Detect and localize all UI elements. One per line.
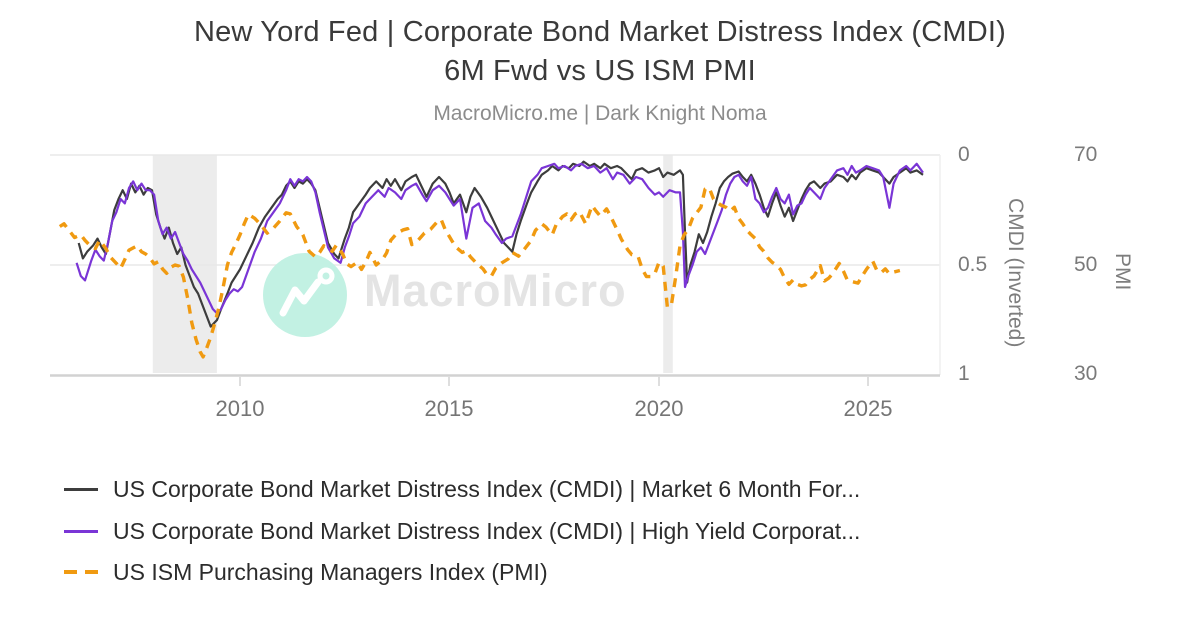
legend-swatch-ism-pmi	[64, 569, 98, 575]
page-title-line1: New Yord Fed | Corporate Bond Market Dis…	[193, 16, 1007, 48]
x-tick-2010: 2010	[215, 396, 265, 421]
watermark-text: MacroMicro	[364, 265, 627, 316]
logo-ring-icon	[317, 267, 335, 285]
pmi-tick-70: 70	[1074, 143, 1098, 166]
series-line-ism-pmi	[58, 186, 901, 359]
logo-zigzag-icon	[279, 278, 322, 317]
series-line-cmdi-high-yield	[75, 162, 924, 315]
cmdi-tick-1: 1	[958, 362, 970, 385]
cmdi-tick-0: 0	[958, 143, 970, 166]
x-axis-ticks	[239, 377, 869, 386]
legend-swatch-cmdi-high-yield	[64, 529, 98, 533]
legend-item-ism-pmi[interactable]: US ISM Purchasing Managers Index (PMI)	[64, 557, 548, 587]
page-title-line2: 6M Fwd vs US ISM PMI	[444, 55, 756, 87]
pmi-tick-50: 50	[1074, 253, 1098, 276]
recession-band	[663, 155, 673, 373]
legend-label-cmdi-market: US Corporate Bond Market Distress Index …	[113, 475, 861, 502]
x-tick-2015: 2015	[424, 396, 474, 421]
chart-subtitle: MacroMicro.me | Dark Knight Noma	[433, 102, 767, 125]
legend-item-cmdi-high-yield[interactable]: US Corporate Bond Market Distress Index …	[64, 516, 860, 546]
legend-label-cmdi-high-yield: US Corporate Bond Market Distress Index …	[113, 517, 861, 544]
pmi-tick-30: 30	[1074, 362, 1098, 385]
legend-item-cmdi-market[interactable]: US Corporate Bond Market Distress Index …	[64, 474, 860, 504]
cmdi-tick-05: 0.5	[958, 253, 988, 276]
macromicro-logo-icon	[263, 253, 347, 337]
x-tick-2025: 2025	[843, 396, 893, 421]
legend-swatch-cmdi-market	[64, 487, 98, 491]
pmi-axis-title: PMI	[1111, 253, 1134, 291]
cmdi-axis-title: CMDI (Inverted)	[1004, 197, 1027, 348]
series-line-cmdi-market-6m-fwd	[77, 160, 924, 328]
legend-label-ism-pmi: US ISM Purchasing Managers Index (PMI)	[113, 558, 548, 585]
x-tick-2020: 2020	[634, 396, 684, 421]
